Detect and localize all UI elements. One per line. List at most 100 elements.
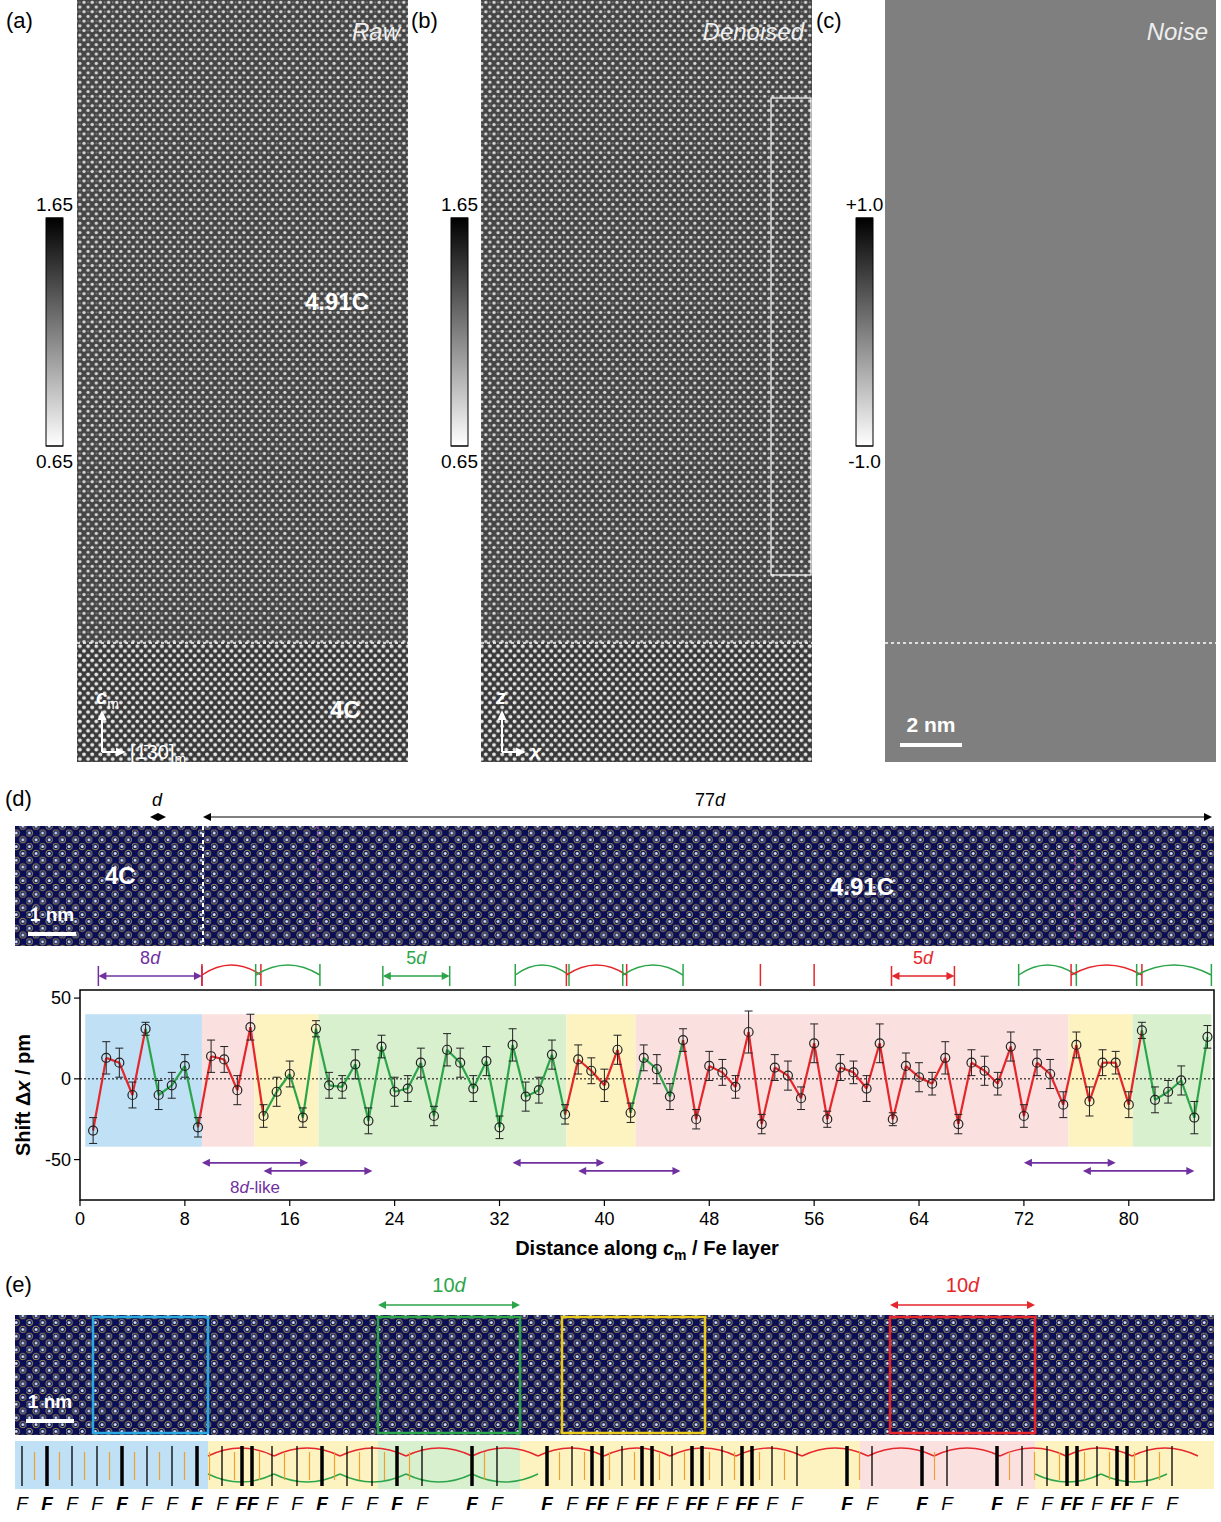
line-segment — [591, 1071, 604, 1086]
period-arrow-head — [1186, 1167, 1194, 1175]
data-point — [901, 1061, 910, 1070]
data-point — [285, 1070, 294, 1079]
layer-letter: F — [291, 1493, 304, 1514]
layer-tick-minor — [634, 1452, 635, 1480]
data-point — [587, 1066, 596, 1075]
error-bar — [197, 1118, 198, 1137]
error-cap — [1138, 1038, 1146, 1039]
error-bar — [591, 1058, 592, 1084]
error-bar — [643, 1045, 644, 1071]
line-segment — [395, 1089, 408, 1092]
error-cap — [273, 1106, 281, 1107]
panel-title: Noise — [1147, 18, 1208, 45]
error-cap — [981, 1056, 989, 1057]
layer-tick — [946, 1446, 947, 1486]
data-point — [967, 1058, 976, 1067]
layer-tick — [96, 1446, 97, 1486]
error-cap — [797, 1086, 805, 1087]
error-cap — [614, 1064, 622, 1065]
period-arrow-head — [596, 1159, 604, 1167]
data-point — [1059, 1100, 1068, 1109]
layer-letter: F — [166, 1493, 179, 1514]
data-point — [259, 1112, 268, 1121]
interface-line — [481, 642, 812, 644]
error-cap — [1099, 1049, 1107, 1050]
data-point — [875, 1039, 884, 1048]
data-point — [1151, 1095, 1160, 1104]
error-cap — [207, 1040, 215, 1041]
error-cap — [1046, 1088, 1054, 1089]
period-arrow-head — [1083, 1167, 1091, 1175]
bracket-label: 5d — [406, 948, 427, 968]
line-segment — [172, 1066, 185, 1085]
error-cap — [1020, 1127, 1028, 1128]
layer-letter: FF — [1110, 1493, 1135, 1514]
colorbar-tick — [451, 446, 468, 447]
error-bar — [132, 1082, 133, 1108]
colorbar-tick — [451, 218, 468, 219]
error-cap — [836, 1054, 844, 1055]
spacing-arrow-head — [158, 813, 166, 821]
error-cap — [981, 1085, 989, 1086]
text-part: d — [968, 1274, 980, 1296]
text-part: 10 — [432, 1274, 454, 1296]
line-segment — [1089, 1063, 1102, 1102]
layer-tick — [320, 1446, 324, 1486]
span-label: 77d — [695, 790, 726, 810]
bracket-arc — [623, 965, 683, 975]
error-cap — [168, 1098, 176, 1099]
line-segment — [93, 1058, 106, 1131]
layer-tick-minor — [409, 1452, 410, 1480]
period-arrow-head — [1108, 1159, 1116, 1167]
layer-letter: F — [1041, 1493, 1054, 1514]
data-point — [233, 1086, 242, 1095]
error-cap — [1125, 1117, 1133, 1118]
error-bar — [211, 1040, 212, 1072]
layer-tick — [600, 1446, 604, 1486]
line-segment — [355, 1064, 368, 1121]
selection-box — [771, 98, 811, 575]
period-arrow-head — [264, 1167, 272, 1175]
data-point — [1124, 1100, 1133, 1109]
highlight-box — [890, 1317, 1035, 1433]
error-cap — [600, 1101, 608, 1102]
error-cap — [115, 1077, 123, 1078]
data-point — [561, 1110, 570, 1119]
error-cap — [325, 1098, 333, 1099]
data-point — [207, 1052, 216, 1061]
layer-tick-minor — [259, 1452, 260, 1480]
data-point — [574, 1055, 583, 1064]
colorbar-label: 1.65 — [36, 194, 73, 215]
error-cap — [286, 1086, 294, 1087]
x-tick-label: 64 — [909, 1209, 929, 1229]
error-cap — [128, 1082, 136, 1083]
error-bar — [958, 1114, 959, 1133]
error-bar — [486, 1047, 487, 1076]
error-bar — [184, 1055, 185, 1078]
x-tick — [394, 1200, 395, 1206]
layer-tick — [21, 1446, 22, 1486]
error-cap — [627, 1122, 635, 1123]
scale-bar-label: 1 nm — [28, 1391, 72, 1412]
error-cap — [181, 1077, 189, 1078]
error-cap — [902, 1078, 910, 1079]
data-point — [154, 1091, 163, 1100]
error-bar — [525, 1082, 526, 1111]
layer-letter: F — [766, 1493, 779, 1514]
x-tick — [184, 1200, 185, 1206]
axis-arrow — [501, 718, 503, 752]
data-point — [1164, 1087, 1173, 1096]
layer-letter: F — [41, 1493, 54, 1514]
layer-letter: F — [1091, 1493, 1104, 1514]
data-point — [810, 1039, 819, 1048]
data-point — [1085, 1097, 1094, 1106]
shaded-region — [85, 1014, 202, 1146]
error-bar — [1194, 1101, 1195, 1133]
data-point — [128, 1091, 137, 1100]
error-bar — [551, 1040, 552, 1069]
error-bar — [984, 1056, 985, 1085]
layer-tick-minor — [734, 1452, 735, 1480]
layer-letter: F — [1166, 1493, 1179, 1514]
colorbar — [451, 218, 468, 446]
layer-letter: FF — [635, 1493, 660, 1514]
